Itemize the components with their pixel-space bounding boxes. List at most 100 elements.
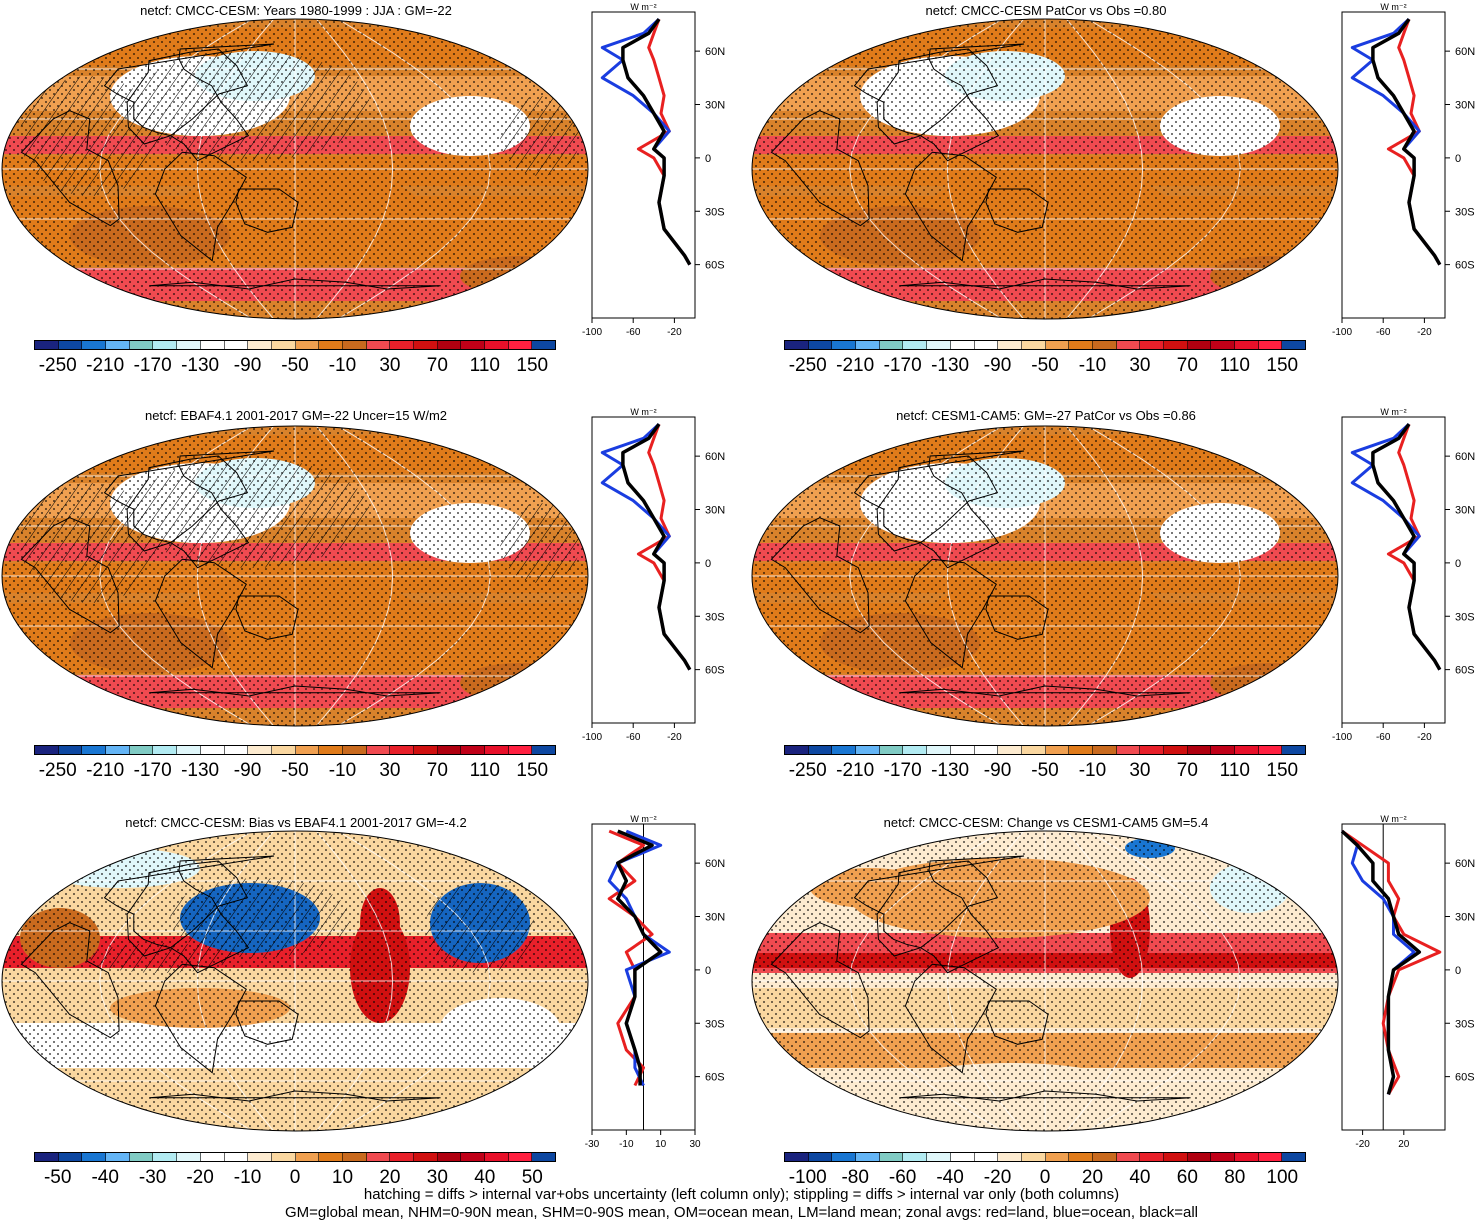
colorbar	[784, 1152, 1306, 1162]
colorbar-swatch	[437, 341, 462, 349]
zonal-unit-label: W m⁻²	[1380, 407, 1406, 417]
colorbar-swatch	[58, 746, 83, 754]
colorbar-tick-label: 30	[1129, 355, 1151, 376]
colorbar-swatch	[1116, 341, 1141, 349]
asia-coastline	[853, 450, 1025, 569]
colorbar-tick-label: -130	[181, 355, 220, 376]
stippling-overlay	[752, 19, 1338, 319]
colorbar-swatch	[879, 1153, 904, 1161]
zonal-ocean-line	[607, 829, 671, 1087]
colorbar-tick-label: 10	[331, 1167, 354, 1188]
colorbar-swatch	[1258, 746, 1283, 754]
colorbar-swatch	[485, 1153, 509, 1161]
zonal-x-tick-label: -20	[1355, 1139, 1370, 1150]
panel-title: netcf: CMCC-CESM: Years 1980-1999 : JJA …	[140, 3, 452, 18]
colorbar-tick-label: 110	[1219, 760, 1250, 781]
colorbar-swatch	[927, 1153, 951, 1161]
australia-coastline	[235, 1000, 299, 1045]
zonal-lat-tick-label: 30S	[705, 206, 725, 218]
colorbar-swatch	[366, 746, 391, 754]
asia-coastline	[853, 855, 1025, 974]
asia-coastline	[103, 43, 275, 162]
colorbar-swatch	[1021, 1153, 1046, 1161]
colorbar-tick-label: -30	[138, 1167, 167, 1188]
colorbar-labels: -250 -210 -170 -130 -90 -50 -10 30 70 110 150	[784, 355, 1306, 379]
stippling-overlay	[2, 831, 588, 1131]
zonal-x-tick-label: 20	[1398, 1139, 1410, 1150]
colorbar-tick-label: 110	[469, 760, 500, 781]
colorbar-tick-label: -10	[1078, 760, 1107, 781]
zonal-all-line	[1371, 18, 1442, 266]
colorbar-swatch	[1211, 1153, 1236, 1161]
colorbar-swatch	[903, 1153, 928, 1161]
colorbar-swatch	[998, 746, 1022, 754]
panel-cmcc-bias: netcf: CMCC-CESM: Bias vs EBAF4.1 2001-2…	[0, 812, 740, 1217]
colorbar-tick-label: 0	[1039, 1167, 1051, 1188]
colorbar-swatch	[390, 746, 414, 754]
map-plot	[751, 18, 1339, 320]
colorbar-tick-label: -20	[186, 1167, 214, 1188]
colorbar-swatch	[532, 1153, 556, 1161]
panel-cmcc-patcor: netcf: CMCC-CESM PatCor vs Obs =0.80 W m…	[750, 0, 1483, 405]
zonal-x-tick-label: -30	[585, 1139, 600, 1150]
zonal-lat-tick-label: 30S	[705, 611, 725, 623]
asia-coastline	[103, 450, 275, 569]
colorbar-swatch	[903, 341, 928, 349]
zonal-x-tick-label: -10	[619, 1139, 634, 1150]
colorbar-tick-label: -50	[1031, 760, 1059, 781]
zonal-lat-tick-label: 30N	[705, 100, 725, 112]
colorbar-tick-label: -10	[328, 760, 357, 781]
footnote-line-2: GM=global mean, NHM=0-90N mean, SHM=0-90…	[284, 1204, 1198, 1221]
south-america-coastline	[154, 963, 247, 1074]
zonal-x-tick-label: -100	[582, 327, 602, 338]
antarctica-coastline	[899, 1090, 1191, 1102]
colorbar-swatch	[129, 746, 154, 754]
south-america-coastline	[154, 558, 247, 669]
zonal-unit-label: W m⁻²	[1380, 2, 1406, 12]
colorbar-tick-label: -10	[1078, 355, 1107, 376]
colorbar-swatch	[319, 341, 343, 349]
zonal-unit-label: W m⁻²	[630, 407, 656, 417]
colorbar-tick-label: 40	[1129, 1167, 1151, 1188]
africa-coastline	[20, 922, 120, 1039]
antarctica-coastline	[149, 278, 441, 290]
colorbar-tick-label: -250	[788, 355, 827, 376]
colorbar-swatch	[856, 1153, 880, 1161]
colorbar-tick-label: -210	[86, 355, 125, 376]
colorbar-swatch	[832, 746, 857, 754]
zonal-x-tick-label: -100	[1332, 732, 1352, 743]
colorbar-swatch	[1282, 341, 1306, 349]
colorbar-labels: -250 -210 -170 -130 -90 -50 -10 30 70 110 150	[34, 760, 556, 784]
zonal-lat-tick-label: 60N	[705, 46, 725, 58]
zonal-unit-label: W m⁻²	[630, 814, 656, 824]
zonal-lat-tick-label: 0	[1455, 965, 1461, 977]
colorbar-swatch	[295, 746, 320, 754]
colorbar-swatch	[106, 341, 130, 349]
colorbar-swatch	[82, 341, 107, 349]
colorbar-swatch	[1045, 1153, 1070, 1161]
colorbar-swatch	[1021, 341, 1046, 349]
colorbar-tick-label: 150	[1266, 760, 1299, 781]
colorbar-swatch	[485, 746, 509, 754]
colorbar-labels: -100 -80 -60 -40 -20 0 20 40 60 80 100	[784, 1167, 1306, 1191]
zonal-x-tick-label: 30	[689, 1139, 701, 1150]
map-plot	[751, 830, 1339, 1132]
colorbar-tick-label: -60	[888, 1167, 917, 1188]
zonal-x-tick-label: -20	[1417, 327, 1432, 338]
zonal-lat-tick-label: 60N	[705, 451, 725, 463]
zonal-lat-tick-label: 30S	[705, 1018, 725, 1030]
zonal-lat-tick-label: 30N	[705, 505, 725, 517]
colorbar-swatch	[153, 341, 178, 349]
colorbar-tick-label: -170	[883, 760, 922, 781]
colorbar-swatch	[129, 1153, 154, 1161]
colorbar-swatch	[1235, 746, 1259, 754]
colorbar-tick-label: 110	[1219, 355, 1250, 376]
colorbar-swatch	[35, 746, 59, 754]
colorbar-swatch	[485, 341, 509, 349]
zonal-mean-plot: W m⁻² 60N 30N 0 30S 60S -100 -60 -20	[1332, 407, 1475, 743]
colorbar-swatch	[414, 746, 438, 754]
colorbar-swatch	[1235, 1153, 1259, 1161]
zonal-lat-tick-label: 60S	[705, 260, 725, 272]
colorbar-swatch	[35, 341, 59, 349]
colorbar-swatch	[1116, 746, 1141, 754]
